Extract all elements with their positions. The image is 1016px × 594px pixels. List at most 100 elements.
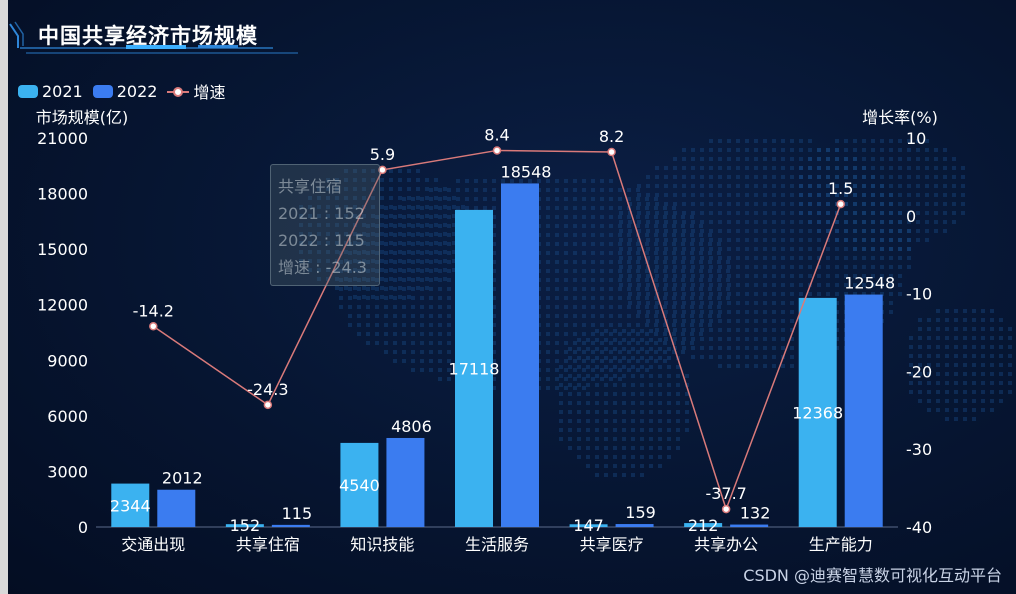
map-dot bbox=[398, 250, 402, 254]
map-dot bbox=[402, 233, 406, 237]
map-dot bbox=[700, 184, 704, 188]
map-dot bbox=[927, 390, 931, 394]
map-dot bbox=[654, 215, 658, 219]
map-dot bbox=[690, 332, 694, 336]
map-dot bbox=[366, 305, 370, 309]
map-dot bbox=[631, 428, 635, 432]
map-dot bbox=[577, 455, 581, 459]
map-dot bbox=[646, 301, 650, 305]
map-dot bbox=[411, 287, 415, 291]
map-dot bbox=[425, 187, 429, 191]
map-dot bbox=[718, 328, 722, 332]
map-dot bbox=[681, 260, 685, 264]
map-dot bbox=[317, 250, 321, 254]
map-dot bbox=[817, 175, 821, 179]
map-dot bbox=[763, 346, 767, 350]
map-dot bbox=[429, 224, 433, 228]
map-dot bbox=[362, 187, 366, 191]
map-dot bbox=[416, 268, 420, 272]
map-dot bbox=[844, 220, 848, 224]
map-dot bbox=[645, 350, 649, 354]
map-dot bbox=[654, 323, 658, 327]
bar-2021 bbox=[455, 209, 493, 527]
map-dot bbox=[700, 265, 704, 269]
map-dot bbox=[736, 292, 740, 296]
map-dot bbox=[862, 184, 866, 188]
map-dot bbox=[555, 341, 559, 345]
map-dot bbox=[645, 332, 649, 336]
map-dot bbox=[862, 148, 866, 152]
map-dot bbox=[627, 260, 631, 264]
map-dot bbox=[990, 354, 994, 358]
map-dot bbox=[745, 283, 749, 287]
map-dot bbox=[664, 193, 668, 197]
map-dot bbox=[835, 238, 839, 242]
map-dot bbox=[452, 205, 456, 209]
map-dot bbox=[681, 287, 685, 291]
map-dot bbox=[907, 238, 911, 242]
map-dot bbox=[371, 295, 375, 299]
map-dot bbox=[609, 197, 613, 201]
map-dot bbox=[663, 233, 667, 237]
map-dot bbox=[645, 314, 649, 318]
map-dot bbox=[936, 399, 940, 403]
map-dot bbox=[934, 148, 938, 152]
map-dot bbox=[853, 265, 857, 269]
map-dot bbox=[655, 256, 659, 260]
map-dot bbox=[862, 229, 866, 233]
map-dot bbox=[781, 157, 785, 161]
map-dot bbox=[963, 390, 967, 394]
map-dot bbox=[685, 410, 689, 414]
legend-item-2022[interactable]: 2022 bbox=[92, 82, 157, 101]
map-dot bbox=[618, 188, 622, 192]
map-dot bbox=[492, 251, 496, 255]
map-dot bbox=[700, 337, 704, 341]
map-dot bbox=[637, 256, 641, 260]
map-dot bbox=[371, 250, 375, 254]
map-dot bbox=[808, 193, 812, 197]
map-dot bbox=[781, 193, 785, 197]
map-dot bbox=[672, 305, 676, 309]
map-dot bbox=[438, 251, 442, 255]
map-dot bbox=[972, 381, 976, 385]
legend-item-2021[interactable]: 2021 bbox=[18, 82, 83, 101]
map-dot bbox=[573, 386, 577, 390]
map-dot bbox=[339, 260, 343, 264]
map-dot bbox=[564, 359, 568, 363]
map-dot bbox=[690, 305, 694, 309]
map-dot bbox=[420, 233, 424, 237]
map-dot bbox=[609, 206, 613, 210]
map-dot bbox=[826, 184, 830, 188]
map-dot bbox=[835, 301, 839, 305]
map-dot bbox=[609, 314, 613, 318]
map-dot bbox=[862, 193, 866, 197]
map-dot bbox=[416, 205, 420, 209]
map-dot bbox=[613, 401, 617, 405]
map-dot bbox=[699, 260, 703, 264]
map-dot bbox=[699, 287, 703, 291]
data-label-2022: 4806 bbox=[391, 417, 432, 436]
map-dot bbox=[416, 277, 420, 281]
map-dot bbox=[384, 278, 388, 282]
map-dot bbox=[663, 296, 667, 300]
map-dot bbox=[443, 241, 447, 245]
map-dot bbox=[375, 224, 379, 228]
map-dot bbox=[492, 305, 496, 309]
map-dot bbox=[586, 455, 590, 459]
map-dot bbox=[384, 260, 388, 264]
map-dot bbox=[826, 193, 830, 197]
map-dot bbox=[781, 265, 785, 269]
map-dot bbox=[718, 274, 722, 278]
legend-item-growth[interactable]: 增速 bbox=[167, 79, 225, 103]
map-dot bbox=[375, 296, 379, 300]
map-dot bbox=[718, 175, 722, 179]
map-dot bbox=[663, 287, 667, 291]
map-dot bbox=[348, 287, 352, 291]
map-dot bbox=[954, 390, 958, 394]
map-dot bbox=[862, 157, 866, 161]
map-dot bbox=[591, 314, 595, 318]
map-dot bbox=[981, 372, 985, 376]
map-dot bbox=[573, 287, 577, 291]
map-dot bbox=[398, 241, 402, 245]
bar-2022 bbox=[615, 524, 654, 527]
